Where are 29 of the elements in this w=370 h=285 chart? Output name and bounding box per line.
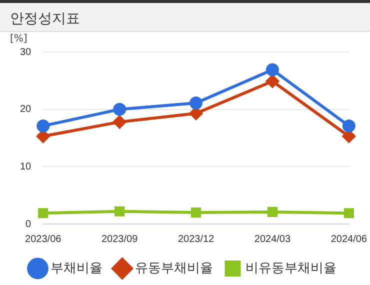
point	[342, 119, 356, 132]
point	[267, 206, 278, 217]
point	[190, 208, 202, 218]
legend-label: 유동부채비율	[134, 260, 213, 276]
point	[190, 106, 203, 120]
y-tick-label: 20	[20, 104, 32, 116]
point	[342, 130, 356, 143]
y-tick-label: 0	[26, 218, 32, 230]
point	[36, 130, 50, 143]
point	[266, 74, 279, 88]
legend-label: 비유동부채비율	[245, 260, 336, 276]
x-tick-label: 2023/09	[101, 234, 138, 245]
x-tick-label: 2023/06	[25, 234, 62, 245]
point	[38, 208, 48, 218]
x-tick-label: 2024/06	[330, 234, 368, 245]
y-tick-label: 10	[20, 161, 32, 172]
x-tick-label: 2023/12	[178, 234, 215, 245]
point	[114, 206, 125, 216]
chart-title: 안정성지표	[0, 0, 370, 32]
point	[344, 208, 354, 218]
y-tick-label: 30	[20, 46, 32, 58]
legend-label: 부채비율	[50, 260, 102, 276]
y-axis-title: [%]	[10, 34, 28, 45]
point	[113, 102, 126, 116]
point	[36, 119, 50, 132]
x-tick-label: 2024/03	[254, 234, 291, 245]
point	[113, 115, 126, 128]
point	[266, 63, 279, 76]
point	[190, 96, 203, 110]
